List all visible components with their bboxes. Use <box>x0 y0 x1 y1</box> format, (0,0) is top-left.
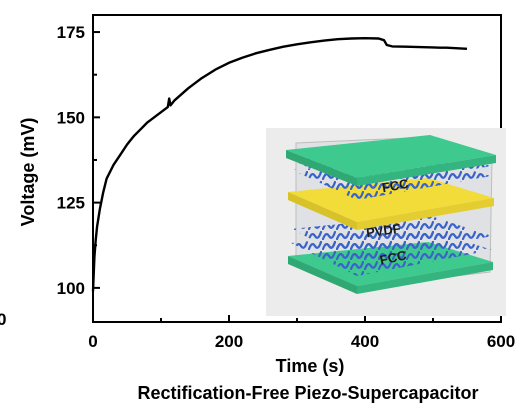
x-tick-label: 200 <box>215 332 243 351</box>
x-tick-label: 400 <box>351 332 379 351</box>
layer-label-bottom: FCC <box>378 247 408 267</box>
top-electrode <box>286 135 496 178</box>
layer-label-middle: PVDF <box>365 221 401 241</box>
y-tick-label: 125 <box>57 194 85 213</box>
voltage-series-line <box>91 37 468 292</box>
y-tick-label: 150 <box>57 108 85 127</box>
clipped-tick-label: 0 <box>0 310 6 329</box>
x-tick-label: 0 <box>88 332 97 351</box>
series-group <box>91 37 468 292</box>
tick-labels: 0 200 400 600 100 125 150 175 <box>57 23 516 351</box>
device-inset-illustration: FCC PVDF FCC <box>266 128 506 316</box>
x-tick-label: 600 <box>487 332 515 351</box>
layer-label-top: FCC <box>381 176 411 196</box>
y-tick-label: 175 <box>57 23 85 42</box>
y-tick-label: 100 <box>57 279 85 298</box>
y-axis-label: Voltage (mV) <box>18 118 38 227</box>
figure-caption: Rectification-Free Piezo-Supercapacitor <box>137 383 478 403</box>
x-axis-label: Time (s) <box>276 356 345 376</box>
